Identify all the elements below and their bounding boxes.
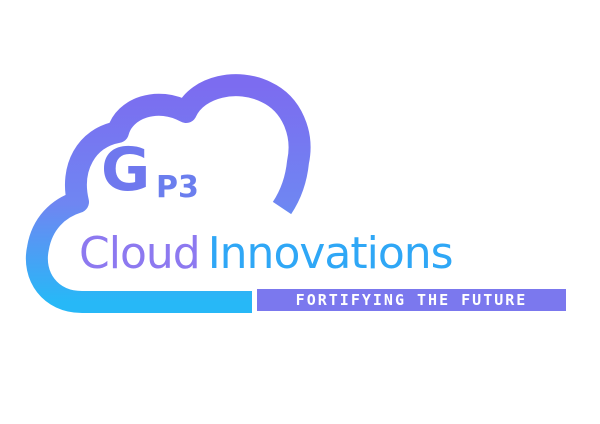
- tagline-banner: FORTIFYING THE FUTURE: [257, 289, 566, 311]
- company-name-part1: Cloud: [79, 228, 201, 279]
- logo-mark-letter: G: [101, 135, 150, 205]
- tagline-text: FORTIFYING THE FUTURE: [295, 291, 528, 309]
- company-name-part2: Innovations: [207, 228, 454, 279]
- logo-mark-suffix: P3: [156, 170, 199, 205]
- company-name: Cloud Innovations: [79, 228, 454, 280]
